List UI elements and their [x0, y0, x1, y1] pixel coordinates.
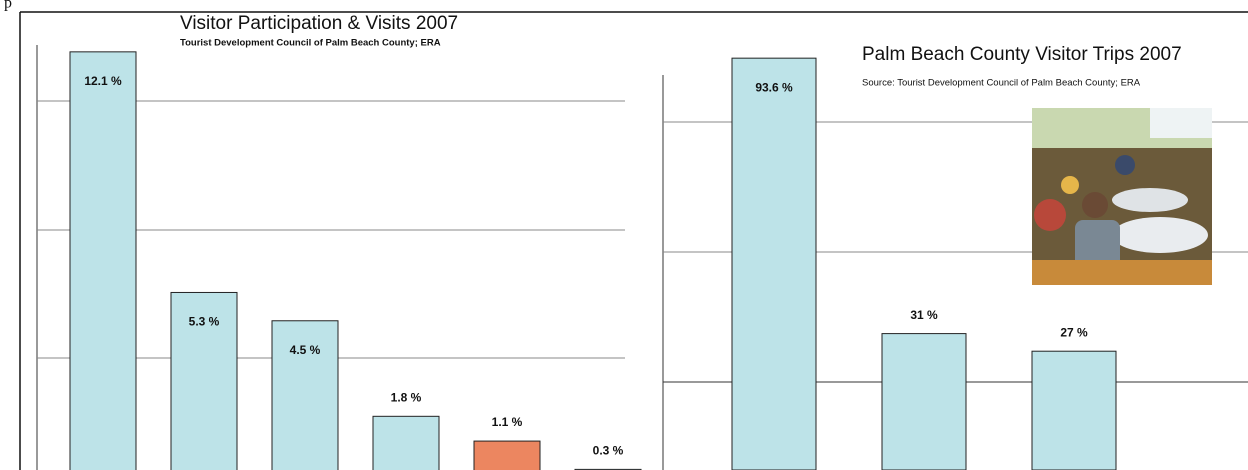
value-label: 1.1 % [492, 415, 523, 429]
page-fragment: p [4, 0, 12, 12]
chart-subtitle: Source: Tourist Development Council of P… [862, 78, 1141, 89]
bar [372, 415, 440, 470]
chart-title: Visitor Participation & Visits 2007 [180, 13, 458, 34]
bar [473, 440, 541, 470]
value-label: 12.1 % [84, 74, 122, 88]
value-label: 1.8 % [391, 390, 422, 404]
bar [1031, 350, 1117, 470]
bar [271, 320, 339, 470]
value-label: 5.3 % [189, 315, 220, 329]
bar [881, 333, 967, 470]
chart-subtitle: Tourist Development Council of Palm Beac… [180, 38, 441, 49]
value-label: 31 % [910, 308, 938, 322]
value-label: 93.6 % [755, 80, 793, 94]
bar [170, 291, 238, 470]
value-label: 27 % [1060, 325, 1088, 339]
bar [731, 57, 817, 470]
value-label: 0.3 % [593, 444, 624, 458]
value-label: 4.5 % [290, 343, 321, 357]
chart-title: Palm Beach County Visitor Trips 2007 [862, 44, 1182, 65]
photo [1032, 108, 1212, 285]
bar [69, 51, 137, 470]
